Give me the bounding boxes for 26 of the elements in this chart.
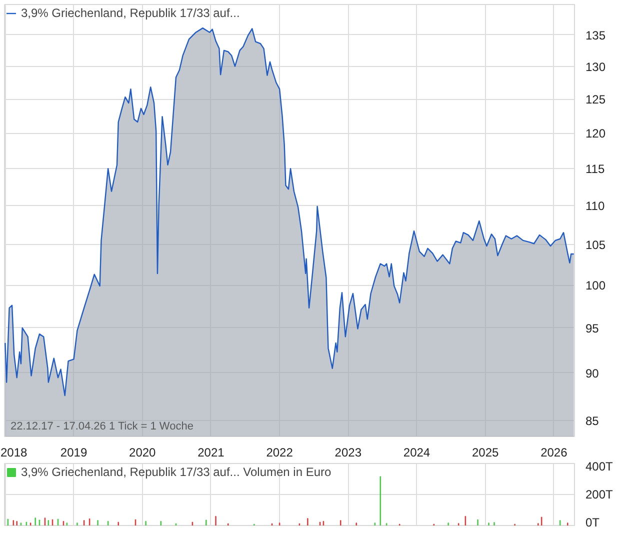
x-tick-label: 2022: [266, 446, 294, 460]
x-tick-label: 2018: [0, 446, 28, 460]
x-tick-label: 2025: [472, 446, 500, 460]
legend-label: 3,9% Griechenland, Republik 17/33 auf...: [21, 6, 240, 20]
x-tick-label: 2020: [129, 446, 156, 460]
y-tick-label: 95: [586, 321, 600, 336]
legend-label: 3,9% Griechenland, Republik 17/33 auf... Volumen in Euro: [21, 465, 332, 479]
y-tick-label: 90: [586, 366, 600, 380]
y-tick-label: 100: [586, 278, 606, 293]
y-tick-label: 115: [586, 162, 605, 176]
x-tick-label: 2021: [198, 446, 225, 460]
y-tick-label: 125: [586, 92, 606, 107]
y-tick-label: 110: [586, 199, 605, 214]
y-tick-label: 200T: [586, 488, 614, 502]
x-tick-label: 2023: [334, 446, 362, 460]
x-tick-label: 2026: [540, 446, 568, 460]
x-tick-label: 2024: [403, 446, 430, 460]
x-tick-label: 2019: [60, 446, 88, 460]
y-tick-label: 120: [586, 126, 606, 141]
y-tick-label: 400T: [586, 460, 614, 474]
y-tick-label: 105: [586, 238, 606, 252]
y-tick-label: 85: [586, 414, 600, 428]
y-tick-label: 0T: [586, 516, 600, 530]
y-tick-label: 130: [586, 60, 606, 74]
annotation: 22.12.17 - 17.04.26 1 Tick = 1 Woche: [10, 420, 194, 432]
y-tick-label: 135: [586, 28, 606, 42]
